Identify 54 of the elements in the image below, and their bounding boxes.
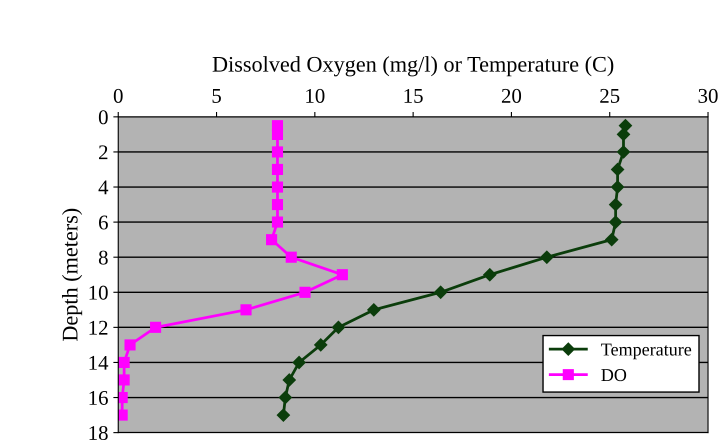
point xyxy=(336,269,348,280)
y-tick-label: 0 xyxy=(98,110,108,124)
x-tick-label: 5 xyxy=(212,89,221,103)
point xyxy=(272,146,284,158)
y-tick-label: 6 xyxy=(99,216,108,230)
point xyxy=(272,164,284,176)
legend-label: Temperature xyxy=(601,344,692,360)
point xyxy=(434,286,448,299)
y-tick-label: 8 xyxy=(98,250,108,265)
x-tick-label: 25 xyxy=(600,88,620,103)
legend-label: DO xyxy=(601,368,626,382)
point xyxy=(616,145,630,159)
point xyxy=(240,304,252,316)
y-tick-label: 14 xyxy=(90,356,108,370)
y-axis-title: Depth (meters) xyxy=(62,208,82,342)
y-tick-label: 4 xyxy=(98,180,108,194)
y-tick-label: 16 xyxy=(90,390,108,405)
point xyxy=(299,286,311,298)
x-axis-title: Dissolved Oxygen (mg/l) or Temperature (C) xyxy=(212,56,614,76)
point xyxy=(124,339,136,350)
point xyxy=(278,390,292,404)
point xyxy=(286,252,297,263)
point xyxy=(314,338,328,352)
x-tick-label: 15 xyxy=(404,88,423,103)
y-tick-label: 18 xyxy=(90,426,108,440)
y-tick-label: 2 xyxy=(99,145,108,160)
point xyxy=(332,320,346,334)
x-tick-label: 20 xyxy=(502,88,522,103)
point xyxy=(605,233,618,246)
x-tick-label: 0 xyxy=(114,88,123,103)
point xyxy=(616,128,630,141)
point xyxy=(272,199,284,210)
point xyxy=(540,250,554,264)
point xyxy=(118,374,130,386)
point xyxy=(483,268,496,282)
point xyxy=(611,162,624,176)
point xyxy=(150,322,162,333)
point xyxy=(611,180,624,194)
point xyxy=(272,216,284,228)
point xyxy=(282,373,296,387)
point xyxy=(609,216,622,229)
x-tick-label: 30 xyxy=(698,88,718,103)
point xyxy=(367,303,380,316)
point xyxy=(118,356,130,368)
y-tick-label: 12 xyxy=(90,320,108,335)
x-tick-label: 10 xyxy=(306,88,324,103)
point xyxy=(272,128,284,140)
point xyxy=(618,119,632,132)
point xyxy=(292,356,306,370)
point xyxy=(609,198,622,212)
point xyxy=(276,408,290,422)
point xyxy=(272,181,284,193)
point xyxy=(266,234,278,246)
y-tick-label: 10 xyxy=(90,286,108,300)
